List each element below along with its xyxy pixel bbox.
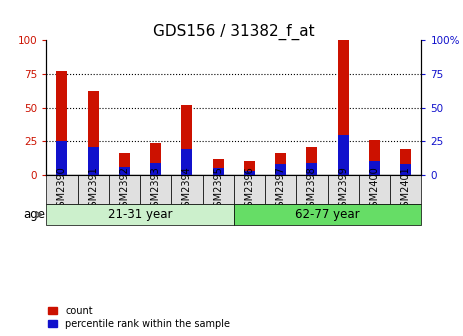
Text: GSM2394: GSM2394: [182, 166, 192, 213]
Bar: [150, 163, 161, 175]
Text: 62-77 year: 62-77 year: [295, 208, 360, 221]
Text: GSM2395: GSM2395: [213, 166, 223, 213]
Bar: [338, 40, 349, 175]
FancyBboxPatch shape: [359, 175, 390, 204]
Text: GSM2400: GSM2400: [369, 166, 380, 213]
Bar: [213, 168, 224, 175]
FancyBboxPatch shape: [78, 175, 109, 204]
FancyBboxPatch shape: [203, 175, 234, 204]
Bar: [244, 162, 255, 175]
Bar: [150, 143, 161, 175]
Bar: [400, 150, 411, 175]
Bar: [275, 154, 286, 175]
Legend: count, percentile rank within the sample: count, percentile rank within the sample: [46, 304, 232, 331]
FancyBboxPatch shape: [140, 175, 171, 204]
Text: GSM2399: GSM2399: [338, 166, 348, 213]
FancyBboxPatch shape: [296, 175, 328, 204]
Bar: [88, 147, 99, 175]
FancyBboxPatch shape: [46, 204, 234, 225]
Bar: [275, 164, 286, 175]
FancyBboxPatch shape: [109, 175, 140, 204]
FancyBboxPatch shape: [46, 175, 78, 204]
Bar: [181, 105, 193, 175]
Bar: [88, 91, 99, 175]
Text: GSM2391: GSM2391: [88, 166, 98, 213]
Text: 21-31 year: 21-31 year: [108, 208, 172, 221]
Bar: [369, 162, 380, 175]
Title: GDS156 / 31382_f_at: GDS156 / 31382_f_at: [153, 24, 315, 40]
Bar: [244, 171, 255, 175]
FancyBboxPatch shape: [390, 175, 421, 204]
Bar: [56, 141, 68, 175]
Bar: [400, 164, 411, 175]
Bar: [119, 167, 130, 175]
FancyBboxPatch shape: [328, 175, 359, 204]
FancyBboxPatch shape: [171, 175, 203, 204]
Bar: [119, 154, 130, 175]
Bar: [213, 159, 224, 175]
Text: GSM2397: GSM2397: [275, 166, 286, 213]
Bar: [338, 134, 349, 175]
Bar: [369, 140, 380, 175]
FancyBboxPatch shape: [234, 175, 265, 204]
Text: GSM2393: GSM2393: [150, 166, 161, 213]
Text: GSM2392: GSM2392: [119, 166, 130, 213]
FancyBboxPatch shape: [265, 175, 296, 204]
Text: GSM2401: GSM2401: [400, 166, 411, 213]
FancyBboxPatch shape: [234, 204, 421, 225]
Text: age: age: [24, 208, 46, 221]
Bar: [56, 71, 68, 175]
Text: GSM2390: GSM2390: [57, 166, 67, 213]
Text: GSM2396: GSM2396: [244, 166, 255, 213]
Bar: [307, 147, 318, 175]
Bar: [307, 163, 318, 175]
Text: GSM2398: GSM2398: [307, 166, 317, 213]
Bar: [181, 150, 193, 175]
